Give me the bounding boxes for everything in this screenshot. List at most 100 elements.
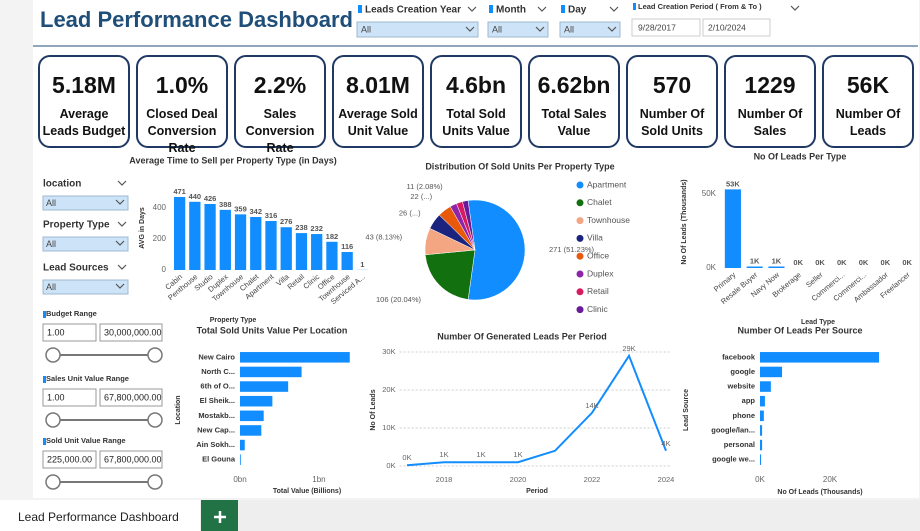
slicer-dropdown[interactable] [356,21,479,38]
chevron [115,283,125,289]
bar [760,352,879,363]
chevron [607,26,617,32]
chart-title: Distribution Of Sold Units Per Property … [425,161,614,171]
y-tick-label: El Gouna [202,455,236,464]
bar [760,410,764,422]
range-min[interactable]: 1.00 [47,392,65,402]
bar [219,209,231,270]
range-min-box[interactable] [42,323,97,342]
range-max[interactable]: 30,000,000.00 [104,327,162,337]
range-max[interactable]: 67,800,000.00 [104,392,162,402]
legend-swatch [576,288,584,296]
y-tick-label: 400 [153,203,167,212]
data-label: 0K [881,258,891,267]
tab[interactable] [0,500,200,531]
filter-value[interactable]: All [46,198,56,208]
x-tick-label: 0K [755,475,765,484]
slider-handle[interactable] [147,474,163,490]
range-max-box[interactable] [99,450,163,469]
range-min[interactable]: 1.00 [47,327,65,337]
bar [240,352,350,363]
range-max-box[interactable] [99,388,163,407]
kpi-value: 5.18M [52,72,116,98]
y-tick-label: Ain Sokh... [196,440,235,449]
y-tick-label: 0K [706,263,716,272]
y-axis-label: Lead Source [683,389,690,431]
slider-handle[interactable] [147,347,163,363]
slicer-dropdown[interactable] [559,21,621,38]
tab-label[interactable]: Lead Performance Dashboard [18,510,179,524]
kpi-label: Sales Conversion Rate [245,107,315,155]
date-box[interactable] [702,18,771,37]
slicer-icon [633,3,636,10]
slider-handle[interactable] [45,474,61,490]
bar [189,201,201,270]
slicer-icon [561,5,565,13]
filter-value[interactable]: All [46,239,56,249]
slider-handle[interactable] [147,412,163,428]
y-axis-label: Location [175,395,182,424]
range-max[interactable]: 67,800,000.00 [104,454,162,464]
filter-dropdown[interactable] [42,195,129,211]
x-tick-label: 2022 [584,475,601,484]
slicer-label: Leads Creation Year [365,5,461,16]
y-axis-label: No Of Leads [370,389,377,430]
slicer-value[interactable]: All [492,24,502,34]
range-min-box[interactable] [42,450,97,469]
slicer-value[interactable]: All [564,24,574,34]
range-label: Sold Unit Value Range [46,436,126,445]
kpi-card: 1.0% Closed Deal Conversion Rate [136,55,228,155]
y-tick-label: 0K [386,461,395,470]
slicer-value[interactable]: All [361,24,371,34]
chevron [117,221,127,227]
slider-handle[interactable] [45,412,61,428]
range-max-box[interactable] [99,323,163,342]
filter-dropdown[interactable] [42,236,129,252]
range-label: Sales Unit Value Range [46,374,129,383]
y-tick-label: 0 [162,265,167,274]
legend-swatch [576,306,584,314]
filter-dropdown[interactable] [42,279,129,295]
bar [240,366,302,378]
date-from[interactable]: 9/28/2017 [638,22,676,32]
y-tick-label: 10K [382,423,395,432]
filter-label: Property Type [43,220,110,231]
chevron [115,199,125,205]
date-to[interactable]: 2/10/2024 [708,22,746,32]
kpi-value: 56K [846,72,890,98]
bar [265,221,277,270]
range-min-box[interactable] [42,388,97,407]
data-label: 4K [661,439,670,448]
pie-slice [467,199,526,301]
chart-title: No Of Leads Per Type [754,151,847,161]
slider-handle[interactable] [45,347,61,363]
x-axis-label: No Of Leads (Thousands) [777,489,862,496]
data-label: 116 [341,242,353,251]
data-label: 29K [622,344,635,353]
date-box[interactable] [631,18,701,37]
range-min[interactable]: 225,000.00 [47,454,92,464]
bar [760,395,765,407]
data-label: 106 (20.04%) [376,295,422,304]
kpi-card: 4.6bn Total Sold Units Value [430,55,522,148]
legend-label: Retail [587,286,609,296]
data-label: 0K [815,258,825,267]
bar [768,266,785,268]
data-label: 232 [310,224,323,233]
chevron [790,5,800,11]
filter-value[interactable]: All [46,282,56,292]
y-tick-label: El Sheik... [200,396,235,405]
chevron [467,6,477,12]
kpi-card: 8.01M Average Sold Unit Value [332,55,424,148]
chevron [465,26,475,32]
kpi-card: 6.62bn Total Sales Value [528,55,620,148]
bar [760,366,783,378]
bar [240,439,245,451]
slicer-icon [43,376,46,383]
y-tick-label: website [726,382,755,391]
bar [760,381,771,392]
x-tick-label: 20K [823,475,838,484]
slicer-dropdown[interactable] [487,21,549,38]
legend-swatch [576,181,584,189]
slicer-icon [43,311,46,318]
